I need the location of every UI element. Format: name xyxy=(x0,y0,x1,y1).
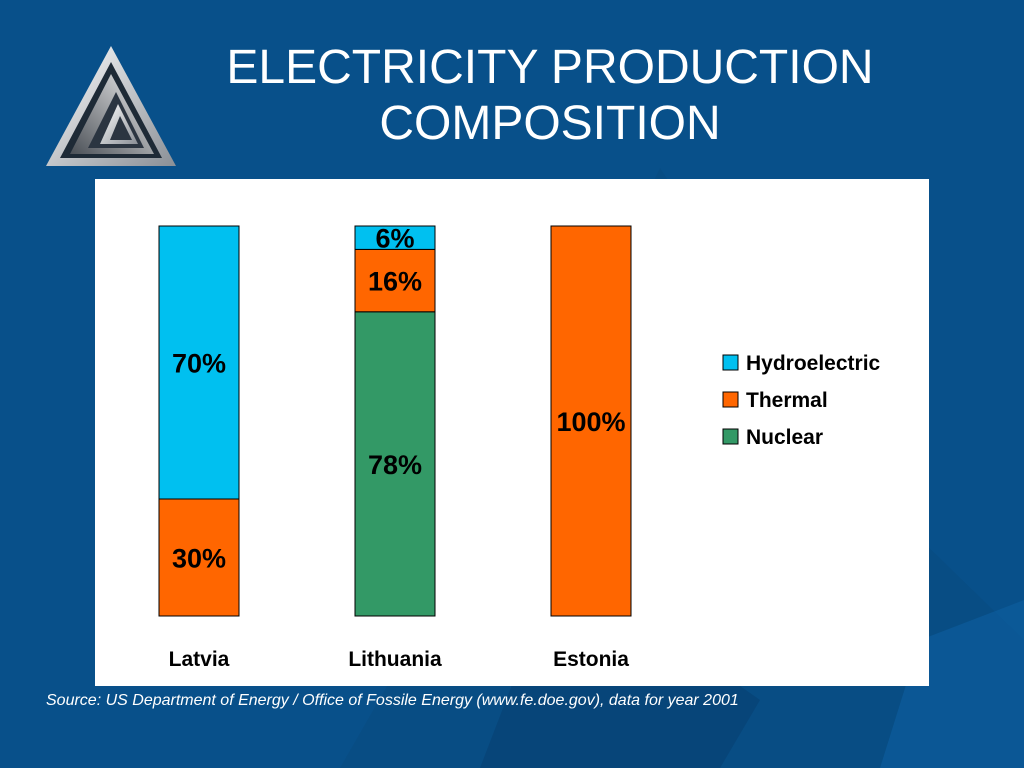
legend-label-nuclear: Nuclear xyxy=(746,426,823,449)
legend-label-hydroelectric: Hydroelectric xyxy=(746,352,881,375)
legend-swatch-thermal xyxy=(722,391,739,408)
company-logo xyxy=(46,46,176,166)
bar-estonia-thermal xyxy=(550,225,632,617)
slide-title: ELECTRICITY PRODUCTION COMPOSITION xyxy=(180,40,920,152)
legend-swatch-hydroelectric xyxy=(722,354,739,371)
data-label-latvia-thermal: 30% xyxy=(172,544,226,574)
legend-label-thermal: Thermal xyxy=(746,389,828,412)
stacked-bar-chart: 30% 70% Latvia 78% 16% 6% Lithuania 100% Estonia… xyxy=(158,224,881,671)
title-line-2: COMPOSITION xyxy=(379,97,721,150)
data-label-lithuania-thermal: 16% xyxy=(368,267,422,297)
bar-lithuania-nuclear xyxy=(354,311,436,617)
data-label-estonia-thermal: 100% xyxy=(556,407,625,437)
category-label-latvia: Latvia xyxy=(169,648,230,671)
bar-lithuania-thermal xyxy=(354,248,436,313)
bar-latvia-hydroelectric xyxy=(158,225,240,500)
category-label-estonia: Estonia xyxy=(553,648,629,671)
chart-panel: 30% 70% Latvia 78% 16% 6% Lithuania 100% Estonia… xyxy=(95,179,929,686)
source-note: Source: US Department of Energy / Office… xyxy=(46,692,739,709)
bar-lithuania-hydroelectric xyxy=(354,225,436,250)
data-label-lithuania-nuclear: 78% xyxy=(368,450,422,480)
title-line-1: ELECTRICITY PRODUCTION xyxy=(226,41,874,94)
category-label-lithuania: Lithuania xyxy=(348,648,442,671)
data-label-lithuania-hydroelectric: 6% xyxy=(375,224,414,254)
data-label-latvia-hydroelectric: 70% xyxy=(172,349,226,379)
legend-swatch-nuclear xyxy=(722,428,739,445)
